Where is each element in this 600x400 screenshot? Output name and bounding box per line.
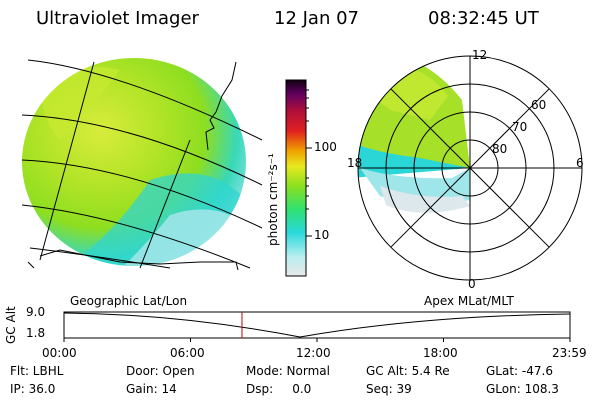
timeline-left-title: Geographic Lat/Lon [70, 294, 188, 308]
colorbar-tick-10: 10 [314, 228, 330, 242]
polar-lat-label-80: 80 [492, 142, 508, 156]
polar-mlt-label-6: 6 [576, 156, 584, 170]
polar-grid [357, 55, 583, 281]
status-filter: Flt: LBHL [10, 364, 64, 378]
timeline-y-top: 9.0 [26, 305, 46, 319]
polar-plot [357, 55, 583, 281]
timeline-x-tick: 00:00 [42, 346, 77, 360]
status-gain: Gain: 14 [126, 382, 177, 396]
altitude-curve [63, 312, 571, 338]
status-glat: GLat: -47.6 [486, 364, 553, 378]
polar-mlt-label-12: 12 [472, 48, 488, 62]
polar-mlt-label-0: 0 [468, 277, 476, 291]
date-label: 12 Jan 07 [274, 8, 359, 29]
geo-grid-lines [21, 59, 263, 269]
status-dsp: Dsp: 0.0 [246, 382, 312, 396]
timeline-ylabel: GC Alt [4, 306, 18, 344]
polar-lat-label-60: 60 [531, 98, 547, 112]
timeline-y-bottom: 1.8 [26, 326, 46, 340]
polar-lat-label-70: 70 [512, 120, 528, 134]
colorbar-unit-label: photon cm⁻²s⁻¹ [266, 153, 280, 246]
status-gc-alt: GC Alt: 5.4 Re [366, 364, 450, 378]
timeline-x-tick: 12:00 [296, 346, 331, 360]
status-door: Door: Open [126, 364, 195, 378]
timeline-x-tick: 06:00 [170, 346, 205, 360]
status-glon: GLon: 108.3 [486, 382, 559, 396]
altitude-timeline [63, 311, 571, 342]
status-ip: IP: 36.0 [10, 382, 56, 396]
timeline-right-title: Apex MLat/MLT [424, 294, 514, 308]
instrument-title: Ultraviolet Imager [36, 8, 199, 29]
time-label: 08:32:45 UT [428, 8, 539, 29]
timeline-x-tick: 23:59 [552, 346, 587, 360]
color-scale-bar[interactable] [285, 79, 312, 277]
timeline-ticks [63, 338, 571, 342]
coastline [27, 61, 239, 271]
earth-image [21, 58, 263, 271]
status-mode: Mode: Normal [246, 364, 330, 378]
colorbar-tick-100: 100 [314, 140, 337, 154]
polar-mlt-label-18: 18 [347, 156, 363, 170]
status-seq: Seq: 39 [366, 382, 412, 396]
timeline-x-tick: 18:00 [423, 346, 458, 360]
